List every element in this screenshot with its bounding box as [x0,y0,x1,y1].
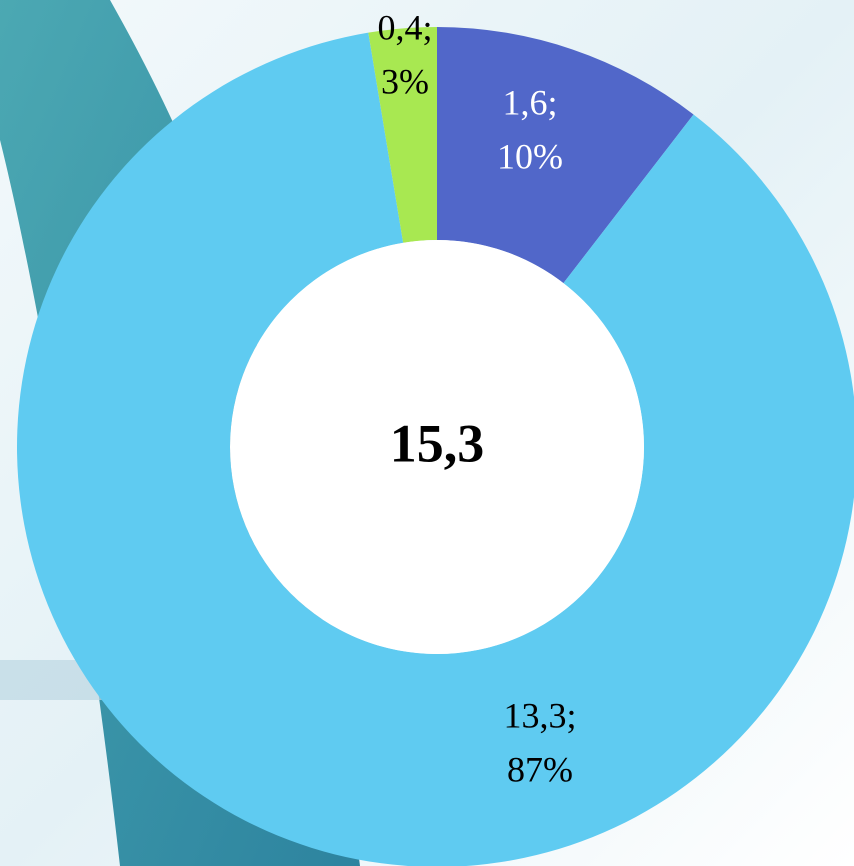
chart: 1,6; 10% 13,3; 87% 0,4; 3% 15,3 [0,0,854,866]
percent-label: 10% [497,136,563,176]
value-label: 0,4; [377,7,432,47]
percent-label: 3% [381,61,429,101]
center-label: 15,3 [390,413,485,473]
percent-label: 87% [507,749,573,789]
value-label: 13,3; [503,695,576,735]
value-label: 1,6; [502,82,557,122]
page: 1,6;10%13,3;87%0,4;3% 15,3 (() => { cons… [0,0,854,866]
